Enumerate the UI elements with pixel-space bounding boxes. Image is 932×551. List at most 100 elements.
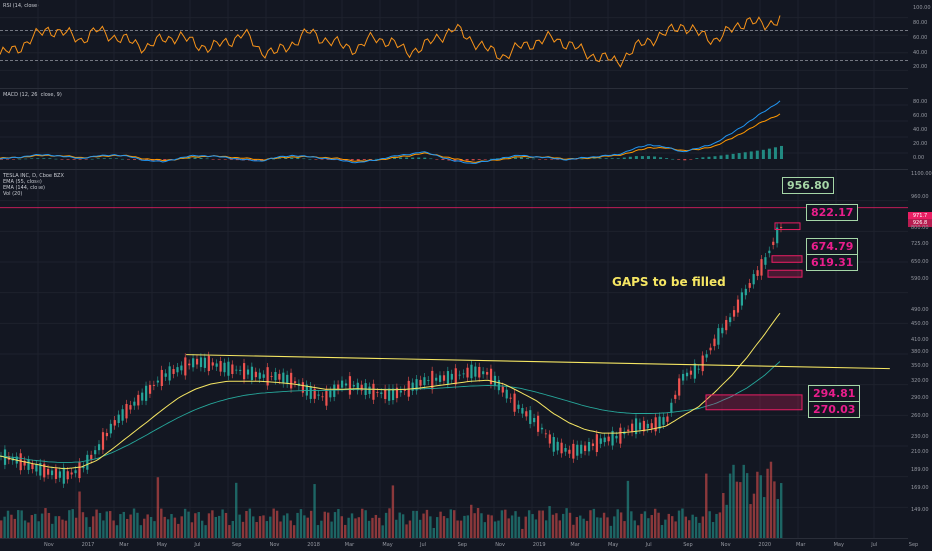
volume-bar (562, 513, 565, 538)
volume-bar (619, 512, 623, 538)
candle-body (458, 374, 461, 376)
macd-tick: 60.00 (913, 113, 928, 119)
candle-body (732, 310, 736, 317)
volume-bar (108, 511, 112, 538)
volume-bar (596, 517, 599, 538)
macd-histogram-bar (743, 152, 747, 159)
volume-bar (650, 515, 653, 538)
volume-bar (296, 512, 299, 538)
volume-bar (320, 520, 323, 538)
volume-bar (657, 512, 660, 538)
volume-bar (350, 513, 354, 538)
candle-body (172, 369, 175, 374)
rsi-legend: RSI (14, close) (3, 3, 40, 9)
volume-bar (643, 511, 647, 538)
volume-bar (245, 511, 248, 538)
candle-body (239, 369, 242, 371)
volume-bar (388, 508, 391, 538)
volume-bar (252, 516, 255, 538)
volume-bar (384, 512, 388, 538)
candle-body (282, 372, 285, 384)
macd-histogram-bar (272, 158, 276, 160)
volume-bar (681, 508, 684, 538)
macd-histogram-bar (423, 157, 427, 159)
macd-histogram-bar (320, 159, 324, 160)
volume-bar (766, 468, 769, 538)
volume-bar (391, 485, 395, 538)
macd-histogram-bar (761, 149, 765, 159)
candle-body (352, 385, 355, 387)
volume-bar (487, 514, 490, 538)
macd-histogram-bar (719, 155, 723, 159)
volume-bar (221, 509, 224, 538)
volume-bar (555, 513, 558, 538)
candle-body (435, 377, 438, 381)
volume-bar (527, 510, 531, 538)
candle-body (388, 388, 391, 401)
candle-body (560, 442, 563, 454)
candle-body (47, 468, 50, 475)
volume-bar (623, 521, 626, 538)
candle-body (231, 364, 234, 375)
volume-bar (422, 513, 425, 538)
macd-histogram-bar (60, 159, 64, 160)
candle-body (113, 420, 116, 426)
macd-histogram-bar (326, 159, 330, 160)
volume-bar (694, 516, 698, 538)
candle-body (548, 434, 551, 444)
candle-body (446, 371, 450, 384)
volume-bar (756, 471, 759, 538)
volume-bar (180, 516, 183, 538)
time-tick: 2019 (532, 542, 546, 548)
macd-histogram-bar (544, 159, 548, 160)
volume-bar (64, 520, 68, 538)
macd-histogram-bar (671, 158, 675, 160)
price-tick: 410.00 (911, 336, 929, 343)
rsi-tick: 100.00 (913, 5, 931, 11)
volume-bar (51, 523, 54, 538)
macd-histogram-bar (217, 159, 221, 160)
macd-histogram-bar (296, 157, 300, 159)
candle-body (462, 373, 465, 375)
candle-body (556, 441, 559, 451)
candle-body (31, 463, 34, 470)
macd-histogram-bar (495, 158, 499, 159)
volume-bar (272, 508, 275, 538)
candle-body (180, 365, 183, 371)
candle-body (536, 415, 540, 432)
volume-bar (395, 519, 398, 538)
candle-body (678, 378, 681, 396)
volume-bar (143, 518, 146, 538)
candle-body (86, 454, 89, 470)
candle-body (97, 444, 101, 451)
candle-body (184, 357, 187, 376)
candle-body (70, 472, 73, 475)
candle-body (552, 437, 555, 452)
rsi-plot (0, 0, 908, 88)
volume-bar (480, 513, 483, 538)
macd-histogram-bar (628, 156, 632, 159)
rsi-tick: 60.00 (913, 35, 928, 41)
time-tick: Mar (344, 542, 355, 548)
macd-histogram-bar (205, 158, 209, 160)
legend-volume: Vol (20) (3, 191, 23, 197)
candle-body (580, 444, 583, 454)
time-axis: Nov 2017 Mar May Jul Sep Nov 2018 Mar May Jul Sep No… (0, 538, 918, 551)
candle-body (619, 427, 622, 444)
price-tick: 590.00 (911, 275, 929, 282)
candle-body (145, 385, 148, 401)
volume-bar (653, 508, 657, 538)
candle-body (466, 367, 469, 378)
candle-body (164, 373, 167, 377)
level-label-619: 619.31 (806, 254, 859, 271)
volume-bar (521, 528, 524, 538)
level-label-294: 294.81 (808, 385, 861, 402)
macd-line (0, 100, 781, 164)
candle-body (748, 283, 751, 288)
macd-histogram-bar (447, 159, 451, 161)
macd-histogram-bar (610, 158, 614, 159)
macd-histogram-bar (538, 159, 542, 160)
volume-bar (183, 508, 187, 538)
volume-bar (27, 522, 30, 538)
price-legend: TESLA INC, D, Cboe BZX EMA (55, close) E… (3, 173, 64, 197)
